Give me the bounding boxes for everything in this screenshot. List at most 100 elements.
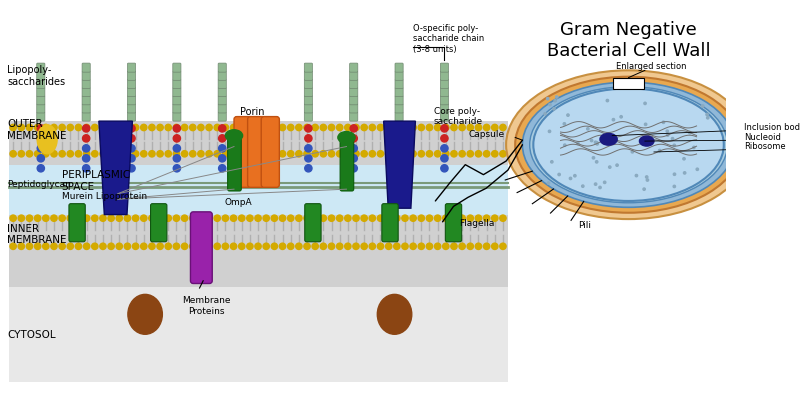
Circle shape (304, 151, 310, 157)
Circle shape (141, 151, 147, 157)
Circle shape (402, 151, 408, 157)
Circle shape (620, 115, 622, 118)
Circle shape (75, 151, 82, 157)
FancyBboxPatch shape (304, 87, 313, 97)
Circle shape (395, 125, 402, 132)
FancyBboxPatch shape (127, 71, 135, 80)
Circle shape (386, 124, 392, 131)
Circle shape (34, 124, 41, 131)
Circle shape (82, 125, 90, 132)
FancyBboxPatch shape (218, 79, 226, 89)
Circle shape (595, 161, 598, 163)
Circle shape (165, 243, 171, 249)
Circle shape (442, 124, 449, 131)
Circle shape (10, 151, 16, 157)
FancyBboxPatch shape (82, 71, 90, 80)
Circle shape (475, 243, 482, 249)
Circle shape (674, 173, 676, 175)
Circle shape (426, 243, 433, 249)
Circle shape (246, 124, 253, 131)
Circle shape (222, 151, 229, 157)
Circle shape (141, 215, 147, 221)
Circle shape (386, 215, 392, 221)
Ellipse shape (522, 82, 734, 207)
Circle shape (500, 151, 506, 157)
Text: O-specific poly-
saccharide chain
(3-8 units): O-specific poly- saccharide chain (3-8 u… (413, 24, 484, 54)
Circle shape (246, 151, 253, 157)
FancyBboxPatch shape (440, 87, 449, 97)
Circle shape (149, 215, 155, 221)
Circle shape (475, 124, 482, 131)
FancyBboxPatch shape (37, 71, 45, 80)
Circle shape (75, 124, 82, 131)
Circle shape (683, 172, 686, 174)
Circle shape (67, 215, 74, 221)
Circle shape (287, 124, 294, 131)
Circle shape (50, 151, 57, 157)
Circle shape (350, 125, 358, 132)
FancyBboxPatch shape (440, 96, 449, 105)
Circle shape (386, 151, 392, 157)
Circle shape (402, 124, 408, 131)
Circle shape (206, 215, 212, 221)
Text: Murein Lipoprotein: Murein Lipoprotein (62, 192, 147, 201)
Circle shape (128, 165, 135, 172)
Circle shape (395, 145, 402, 152)
Circle shape (350, 135, 358, 142)
Circle shape (230, 151, 237, 157)
Circle shape (599, 186, 602, 188)
Circle shape (141, 124, 147, 131)
FancyBboxPatch shape (173, 79, 181, 89)
Circle shape (475, 215, 482, 221)
Circle shape (689, 132, 691, 134)
Circle shape (483, 151, 490, 157)
FancyBboxPatch shape (9, 165, 508, 215)
Circle shape (328, 124, 334, 131)
Circle shape (214, 215, 221, 221)
Circle shape (287, 151, 294, 157)
Circle shape (442, 151, 449, 157)
FancyBboxPatch shape (248, 117, 266, 187)
FancyBboxPatch shape (218, 87, 226, 97)
Circle shape (369, 215, 375, 221)
Circle shape (149, 243, 155, 249)
Circle shape (596, 142, 598, 144)
Circle shape (643, 188, 646, 190)
FancyBboxPatch shape (173, 96, 181, 105)
FancyBboxPatch shape (127, 79, 135, 89)
Circle shape (594, 183, 597, 185)
Ellipse shape (534, 89, 724, 201)
Circle shape (222, 124, 229, 131)
FancyBboxPatch shape (218, 96, 226, 105)
Circle shape (394, 151, 400, 157)
Circle shape (441, 165, 448, 172)
Circle shape (42, 215, 49, 221)
FancyBboxPatch shape (127, 63, 135, 72)
Circle shape (673, 144, 675, 146)
Circle shape (483, 215, 490, 221)
Circle shape (128, 145, 135, 152)
Circle shape (238, 243, 245, 249)
Circle shape (353, 151, 359, 157)
Circle shape (706, 117, 709, 119)
Circle shape (394, 243, 400, 249)
Circle shape (548, 130, 550, 133)
FancyBboxPatch shape (190, 212, 212, 284)
Circle shape (402, 243, 408, 249)
Circle shape (124, 124, 130, 131)
Circle shape (271, 243, 278, 249)
Circle shape (296, 243, 302, 249)
Circle shape (182, 215, 188, 221)
Circle shape (214, 243, 221, 249)
Circle shape (345, 243, 351, 249)
Circle shape (402, 215, 408, 221)
Circle shape (50, 124, 57, 131)
Ellipse shape (600, 134, 618, 145)
Circle shape (450, 151, 457, 157)
FancyBboxPatch shape (9, 215, 508, 287)
Circle shape (34, 215, 41, 221)
Circle shape (82, 135, 90, 142)
Circle shape (18, 243, 25, 249)
FancyBboxPatch shape (9, 18, 508, 124)
Circle shape (696, 168, 698, 170)
